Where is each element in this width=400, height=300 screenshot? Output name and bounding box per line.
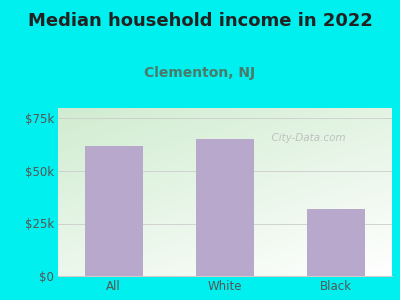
Text: Clementon, NJ: Clementon, NJ: [144, 66, 256, 80]
Text: City-Data.com: City-Data.com: [265, 133, 346, 143]
Bar: [196, 140, 254, 276]
Text: Median household income in 2022: Median household income in 2022: [28, 12, 372, 30]
Bar: [85, 146, 143, 276]
Bar: [307, 209, 365, 276]
